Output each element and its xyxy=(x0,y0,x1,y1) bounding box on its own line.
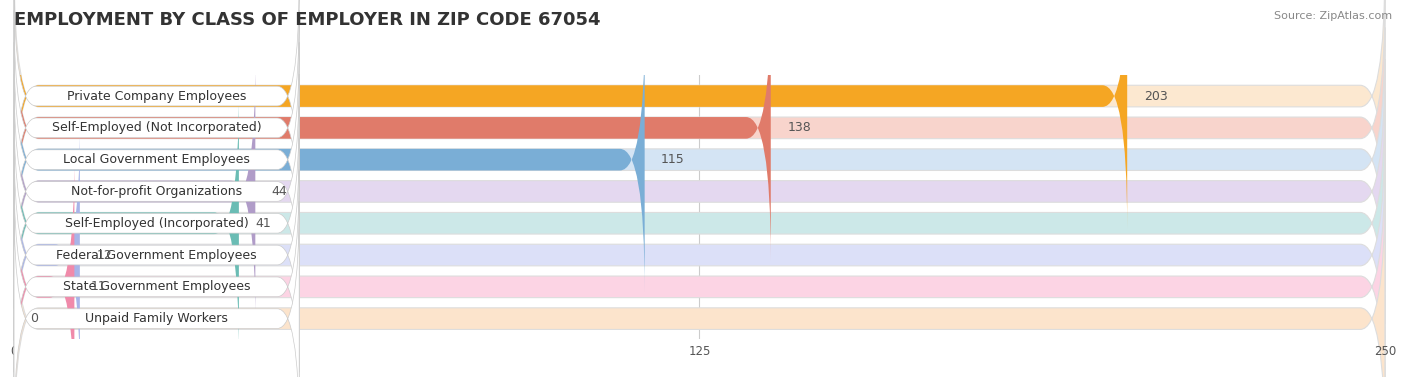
Text: 12: 12 xyxy=(96,248,112,262)
FancyBboxPatch shape xyxy=(14,170,299,377)
FancyBboxPatch shape xyxy=(14,11,299,245)
FancyBboxPatch shape xyxy=(14,186,1385,377)
Text: Source: ZipAtlas.com: Source: ZipAtlas.com xyxy=(1274,11,1392,21)
Text: Not-for-profit Organizations: Not-for-profit Organizations xyxy=(72,185,242,198)
FancyBboxPatch shape xyxy=(14,0,770,260)
FancyBboxPatch shape xyxy=(14,91,239,356)
FancyBboxPatch shape xyxy=(14,59,256,324)
FancyBboxPatch shape xyxy=(14,59,1385,324)
Text: 138: 138 xyxy=(787,121,811,134)
Text: Self-Employed (Incorporated): Self-Employed (Incorporated) xyxy=(65,217,249,230)
FancyBboxPatch shape xyxy=(14,42,299,277)
Text: Private Company Employees: Private Company Employees xyxy=(67,90,246,103)
FancyBboxPatch shape xyxy=(14,0,299,213)
FancyBboxPatch shape xyxy=(14,123,80,377)
Circle shape xyxy=(13,308,15,329)
Text: 44: 44 xyxy=(271,185,288,198)
FancyBboxPatch shape xyxy=(14,28,1385,292)
Text: Self-Employed (Not Incorporated): Self-Employed (Not Incorporated) xyxy=(52,121,262,134)
FancyBboxPatch shape xyxy=(14,155,75,377)
FancyBboxPatch shape xyxy=(14,155,1385,377)
Text: Federal Government Employees: Federal Government Employees xyxy=(56,248,257,262)
FancyBboxPatch shape xyxy=(14,0,1385,260)
Text: 0: 0 xyxy=(31,312,38,325)
FancyBboxPatch shape xyxy=(14,123,1385,377)
Text: Local Government Employees: Local Government Employees xyxy=(63,153,250,166)
FancyBboxPatch shape xyxy=(14,74,299,309)
FancyBboxPatch shape xyxy=(14,201,299,377)
FancyBboxPatch shape xyxy=(14,0,1128,228)
Text: EMPLOYMENT BY CLASS OF EMPLOYER IN ZIP CODE 67054: EMPLOYMENT BY CLASS OF EMPLOYER IN ZIP C… xyxy=(14,11,600,29)
Text: 203: 203 xyxy=(1143,90,1167,103)
FancyBboxPatch shape xyxy=(14,91,1385,356)
FancyBboxPatch shape xyxy=(14,138,299,372)
Text: 11: 11 xyxy=(91,280,107,293)
Text: Unpaid Family Workers: Unpaid Family Workers xyxy=(86,312,228,325)
Text: 41: 41 xyxy=(256,217,271,230)
Text: State Government Employees: State Government Employees xyxy=(63,280,250,293)
FancyBboxPatch shape xyxy=(14,0,1385,228)
Text: 115: 115 xyxy=(661,153,685,166)
FancyBboxPatch shape xyxy=(14,106,299,340)
FancyBboxPatch shape xyxy=(14,28,644,292)
